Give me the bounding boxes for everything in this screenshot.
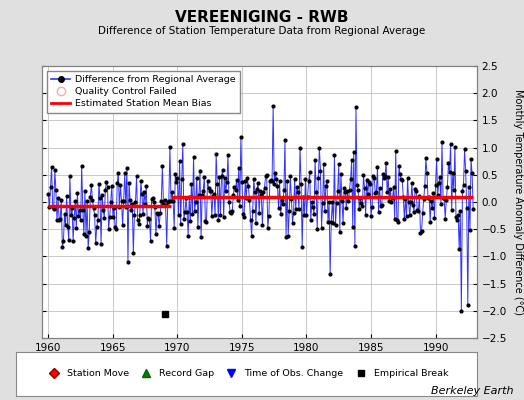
Text: Difference of Station Temperature Data from Regional Average: Difference of Station Temperature Data f… [99, 26, 425, 36]
Text: VEREENIGING - RWB: VEREENIGING - RWB [175, 10, 349, 25]
Legend: Difference from Regional Average, Quality Control Failed, Estimated Station Mean: Difference from Regional Average, Qualit… [47, 71, 241, 113]
Text: Berkeley Earth: Berkeley Earth [431, 386, 514, 396]
Legend: Station Move, Record Gap, Time of Obs. Change, Empirical Break: Station Move, Record Gap, Time of Obs. C… [42, 368, 450, 380]
Y-axis label: Monthly Temperature Anomaly Difference (°C): Monthly Temperature Anomaly Difference (… [512, 89, 522, 315]
